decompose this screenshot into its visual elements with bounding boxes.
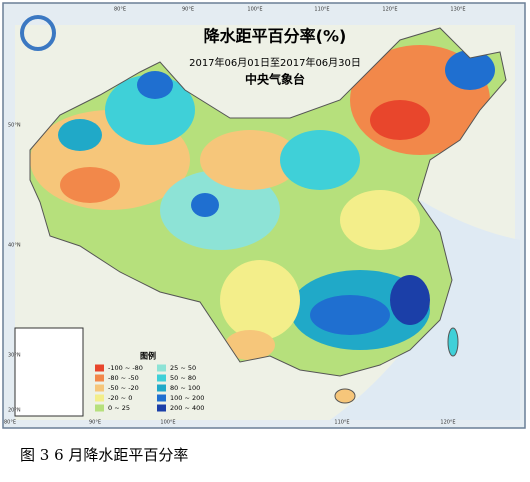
legend-label: -50 ~ -20 <box>108 384 139 392</box>
lon-label: 80°E <box>4 420 16 426</box>
legend-swatch <box>95 384 104 392</box>
legend-swatch <box>95 404 104 412</box>
date-range: 2017年06月01日至2017年06月30日 <box>189 56 361 69</box>
lon-label: 90°E <box>89 420 101 426</box>
legend-label: 200 ~ 400 <box>170 404 204 412</box>
lon-label: 80°E <box>114 7 126 13</box>
legend-swatch <box>95 394 104 402</box>
legend-swatch <box>95 374 104 382</box>
caption: 图 3 6 月降水距平百分率 <box>20 446 189 464</box>
legend-label: 25 ~ 50 <box>170 364 196 372</box>
legend-swatch <box>157 364 166 372</box>
legend-label: 100 ~ 200 <box>170 394 204 402</box>
lon-label: 110°E <box>314 7 329 13</box>
legend-swatch <box>95 364 104 372</box>
legend-swatch <box>157 374 166 382</box>
legend-swatch <box>157 404 166 412</box>
map-title: 降水距平百分率(%) <box>204 27 347 46</box>
lon-label: 120°E <box>440 420 455 426</box>
sea <box>330 200 520 420</box>
lon-label: 130°E <box>450 7 465 13</box>
legend-label: -80 ~ -50 <box>108 374 139 382</box>
lon-label: 100°E <box>247 7 262 13</box>
lat-label: 40°N <box>8 243 21 249</box>
map-figure: 降水距平百分率(%) 2017年06月01日至2017年06月30日 中央气象台… <box>2 2 526 429</box>
legend: 图例 -100 ~ -80 -80 ~ -50 -50 ~ -20 -20 ~ 0 0 ~… <box>95 351 204 412</box>
legend-label: 80 ~ 100 <box>170 384 200 392</box>
border <box>29 27 507 377</box>
lon-label: 110°E <box>334 420 349 426</box>
legend-swatch <box>157 384 166 392</box>
lon-label: 100°E <box>160 420 175 426</box>
logo <box>20 15 56 51</box>
agency: 中央气象台 <box>245 72 305 87</box>
inset-map <box>14 327 84 417</box>
lat-label: 50°N <box>8 123 21 129</box>
lon-label: 120°E <box>382 7 397 13</box>
legend-title: 图例 <box>140 351 156 361</box>
legend-label: -20 ~ 0 <box>108 394 132 402</box>
lat-label: 30°N <box>8 353 21 359</box>
hainan <box>334 388 356 404</box>
legend-label: 50 ~ 80 <box>170 374 196 382</box>
legend-swatch <box>157 394 166 402</box>
legend-label: 0 ~ 25 <box>108 404 130 412</box>
lon-label: 90°E <box>182 7 194 13</box>
legend-label: -100 ~ -80 <box>108 364 143 372</box>
taiwan <box>447 327 459 357</box>
lat-label: 20°N <box>8 408 21 414</box>
